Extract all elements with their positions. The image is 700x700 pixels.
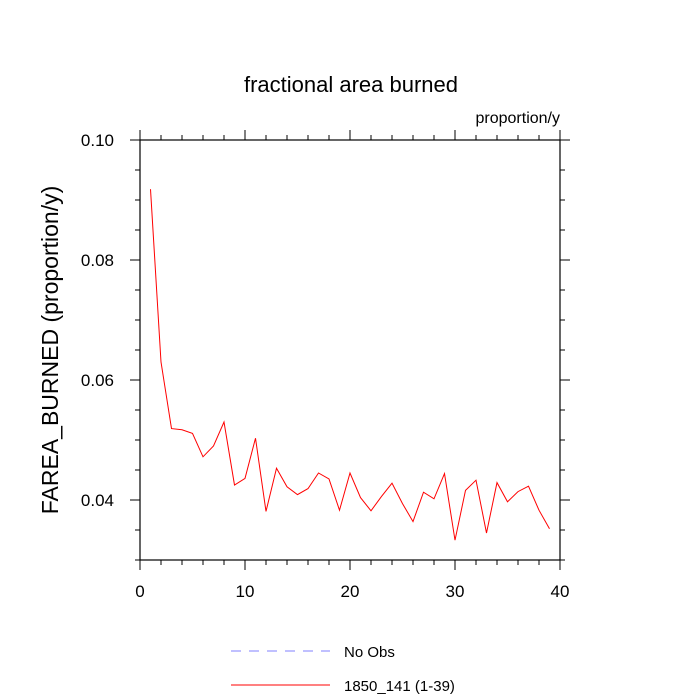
y-axis-ticks: 0.04 0.06 0.08 0.10 bbox=[81, 131, 570, 561]
x-tick-label: 30 bbox=[446, 582, 465, 601]
chart-title: fractional area burned bbox=[244, 72, 458, 97]
units-label: proportion/y bbox=[476, 110, 561, 127]
x-axis-ticks: 0 10 20 30 40 bbox=[135, 130, 569, 601]
y-tick-label: 0.10 bbox=[81, 131, 114, 150]
legend-label-no-obs: No Obs bbox=[344, 644, 395, 661]
x-tick-label: 40 bbox=[551, 582, 570, 601]
series-layer bbox=[150, 189, 550, 541]
legend-label-1850-141: 1850_141 (1-39) bbox=[344, 678, 455, 695]
series-line bbox=[150, 189, 550, 541]
x-tick-label: 0 bbox=[135, 582, 144, 601]
y-axis-label: FAREA_BURNED (proportion/y) bbox=[37, 186, 63, 515]
y-tick-label: 0.08 bbox=[81, 251, 114, 270]
x-tick-label: 20 bbox=[341, 582, 360, 601]
legend: No Obs 1850_141 (1-39) bbox=[231, 644, 455, 695]
y-tick-label: 0.04 bbox=[81, 491, 114, 510]
plot-frame bbox=[139, 139, 561, 561]
x-tick-label: 10 bbox=[236, 582, 255, 601]
y-tick-label: 0.06 bbox=[81, 371, 114, 390]
